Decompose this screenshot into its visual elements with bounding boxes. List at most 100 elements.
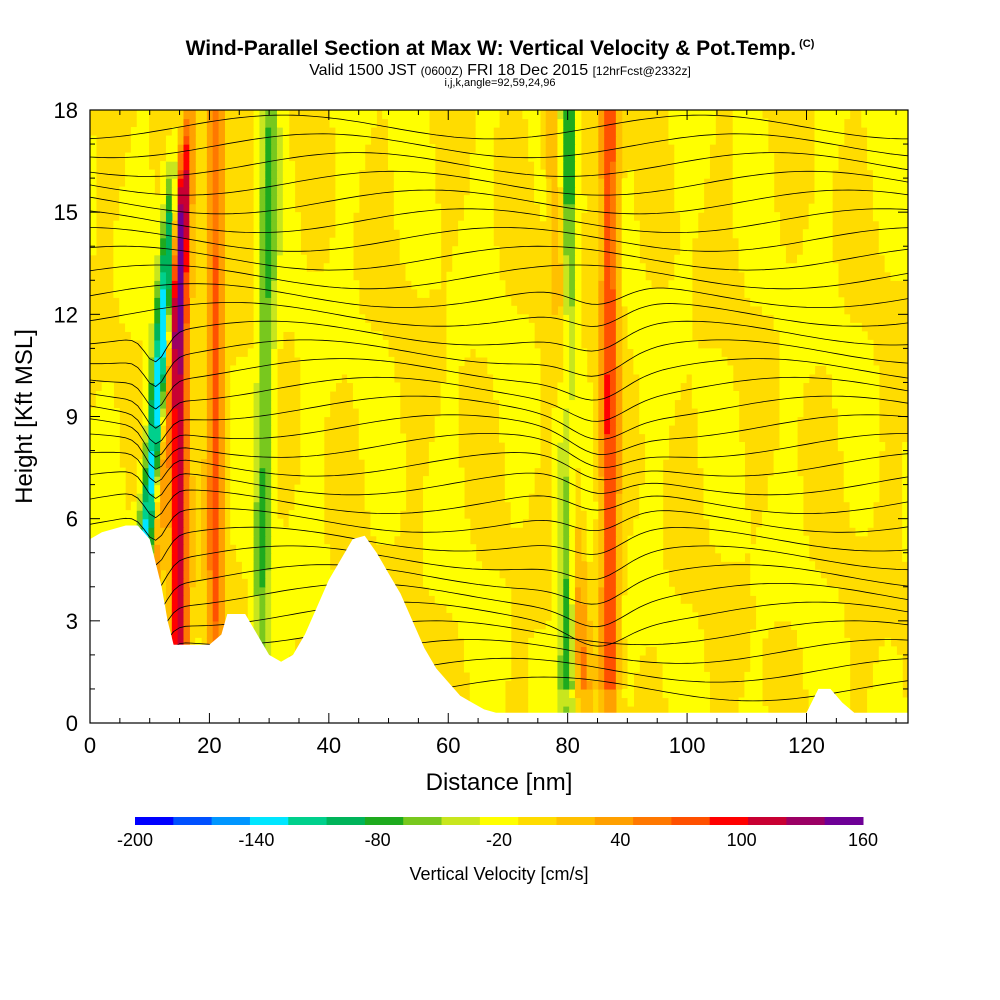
field-cell xyxy=(773,322,781,332)
field-cell xyxy=(487,697,494,707)
field-cell xyxy=(446,544,453,554)
field-cell xyxy=(487,246,494,256)
field-cell xyxy=(650,493,658,503)
field-cell xyxy=(779,450,786,460)
field-cell xyxy=(534,646,541,656)
field-cell xyxy=(726,433,734,443)
field-cell xyxy=(633,365,640,375)
field-cell xyxy=(241,535,249,545)
field-cell xyxy=(306,407,313,418)
field-cell xyxy=(639,356,646,367)
field-cell xyxy=(779,552,786,562)
field-cell xyxy=(154,348,161,358)
field-cell xyxy=(148,510,155,520)
field-cell xyxy=(610,484,617,494)
field-cell xyxy=(645,493,652,503)
field-cell xyxy=(463,620,471,630)
field-cell xyxy=(487,578,494,588)
field-cell xyxy=(896,271,903,281)
field-cell xyxy=(171,569,179,579)
field-cell xyxy=(691,629,699,639)
field-cell xyxy=(177,467,185,477)
field-cell xyxy=(756,535,763,545)
field-cell xyxy=(849,493,857,503)
field-cell xyxy=(317,331,325,341)
field-cell xyxy=(703,688,710,699)
field-cell xyxy=(645,501,652,511)
field-cell xyxy=(265,561,272,571)
field-cell xyxy=(867,382,874,392)
field-cell xyxy=(493,663,500,673)
field-cell xyxy=(551,578,559,588)
field-cell xyxy=(253,246,261,256)
field-cell xyxy=(744,280,751,290)
field-cell xyxy=(574,271,582,281)
field-cell xyxy=(212,348,220,358)
field-cell xyxy=(627,237,634,247)
field-cell xyxy=(674,263,681,273)
field-cell xyxy=(177,535,185,545)
field-cell xyxy=(399,212,407,222)
field-cell xyxy=(732,459,740,469)
field-cell xyxy=(551,484,559,494)
field-cell xyxy=(615,365,623,375)
field-cell xyxy=(837,671,845,682)
field-cell xyxy=(902,450,908,460)
field-cell xyxy=(668,382,675,392)
field-cell xyxy=(709,425,716,435)
field-cell xyxy=(312,535,319,545)
field-cell xyxy=(165,535,173,545)
field-cell xyxy=(510,339,518,349)
field-cell xyxy=(557,518,564,528)
field-cell xyxy=(615,603,623,613)
field-cell xyxy=(668,688,675,699)
field-cell xyxy=(335,356,342,367)
field-cell xyxy=(557,671,564,682)
field-cell xyxy=(779,518,786,528)
field-cell xyxy=(569,416,576,426)
field-cell xyxy=(212,382,220,392)
field-cell xyxy=(493,246,500,256)
field-cell xyxy=(580,578,588,588)
field-cell xyxy=(598,697,605,707)
field-cell xyxy=(785,552,792,562)
field-cell xyxy=(446,399,453,409)
field-cell xyxy=(130,331,138,341)
field-cell xyxy=(154,476,161,486)
field-cell xyxy=(393,390,401,401)
field-cell xyxy=(604,535,611,545)
field-cell xyxy=(867,450,874,460)
field-cell xyxy=(872,688,880,699)
field-cell xyxy=(604,459,611,469)
field-cell xyxy=(861,425,868,435)
field-cell xyxy=(551,637,559,647)
field-cell xyxy=(855,382,862,392)
field-cell xyxy=(271,578,278,588)
field-cell xyxy=(668,407,675,418)
field-cell xyxy=(440,425,448,435)
field-cell xyxy=(721,476,728,486)
field-cell xyxy=(586,493,594,503)
field-cell xyxy=(259,280,266,290)
field-cell xyxy=(610,510,617,520)
field-cell xyxy=(95,450,103,460)
field-cell xyxy=(323,280,331,290)
field-cell xyxy=(306,416,313,426)
field-cell xyxy=(218,220,225,230)
field-cell xyxy=(902,220,908,230)
field-cell xyxy=(446,348,453,358)
field-cell xyxy=(171,339,179,349)
field-cell xyxy=(253,425,261,435)
field-cell xyxy=(317,365,325,375)
field-cell xyxy=(341,297,348,307)
field-cell xyxy=(294,237,301,247)
field-cell xyxy=(481,612,488,622)
field-cell xyxy=(837,629,845,639)
field-cell xyxy=(837,365,845,375)
field-cell xyxy=(867,416,874,426)
field-cell xyxy=(650,569,658,579)
field-cell xyxy=(218,578,225,588)
field-cell xyxy=(271,433,278,443)
field-cell xyxy=(294,339,301,349)
field-cell xyxy=(522,407,529,418)
